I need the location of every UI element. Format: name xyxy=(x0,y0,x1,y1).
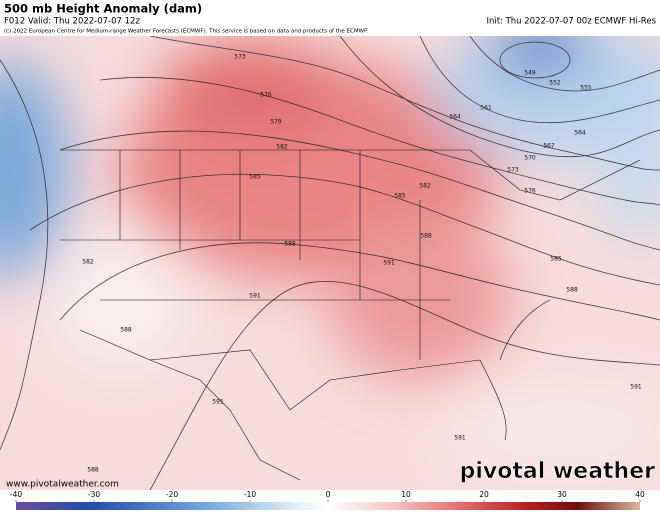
contour-label: 591 xyxy=(383,260,395,267)
contour-label: 582 xyxy=(276,144,288,151)
contour-label: 573 xyxy=(234,54,246,61)
colorbar-tick-label: -40 xyxy=(10,490,22,499)
contour-label: 549 xyxy=(524,70,536,77)
colorbar-tick-label: 30 xyxy=(557,490,567,499)
contour-label: 585 xyxy=(550,256,562,263)
contour-label: 585 xyxy=(394,193,406,200)
contour-label: 591 xyxy=(454,435,466,442)
borders xyxy=(60,149,641,481)
contour-label: 576 xyxy=(524,188,536,195)
contour-label: 582 xyxy=(82,259,94,266)
colorbar xyxy=(16,502,640,510)
contour-label: 582 xyxy=(419,183,431,190)
contour-label: 570 xyxy=(524,155,536,162)
colorbar-tick-label: 40 xyxy=(635,490,645,499)
colorbar-tick-label: -30 xyxy=(88,490,100,499)
contour-label: 585 xyxy=(249,174,261,181)
title: 500 mb Height Anomaly (dam) xyxy=(4,2,202,16)
colorbar-tick-label: 10 xyxy=(401,490,411,499)
valid-time: F012 Valid: Thu 2022-07-07 12z xyxy=(4,17,140,27)
map xyxy=(0,36,660,491)
contour-label: 591 xyxy=(630,384,642,391)
copyright: (c) 2022 European Centre for Medium-rang… xyxy=(4,29,368,35)
contour-label: 555 xyxy=(580,85,592,92)
colorbar-tick-label: -20 xyxy=(166,490,178,499)
contour-label: 576 xyxy=(260,92,272,99)
contour-label: 564 xyxy=(574,130,586,137)
contour-label: 588 xyxy=(566,287,578,294)
contour-label: 552 xyxy=(549,80,561,87)
contour-label: 573 xyxy=(507,167,519,174)
contour-label: 588 xyxy=(87,467,99,474)
contour-label: 588 xyxy=(120,327,132,334)
colorbar-tick-label: -10 xyxy=(244,490,256,499)
contour-label: 567 xyxy=(543,143,555,150)
colorbar-tick-label: 20 xyxy=(479,490,489,499)
site-url: www.pivotalweather.com xyxy=(6,480,119,490)
brand: pivotal weather xyxy=(460,459,655,484)
contour-label: 588 xyxy=(284,241,296,248)
contour-label: 579 xyxy=(270,119,282,126)
init-time: Init: Thu 2022-07-07 00z ECMWF Hi-Res xyxy=(486,17,656,27)
colorbar-tick-label: 0 xyxy=(326,490,331,499)
contour-label: 591 xyxy=(249,293,261,300)
contour-label: 564 xyxy=(449,114,461,121)
contour-label: 561 xyxy=(480,105,492,112)
height-contours xyxy=(0,36,660,491)
contour-label: 588 xyxy=(420,233,432,240)
contour-label: 591 xyxy=(212,399,224,406)
